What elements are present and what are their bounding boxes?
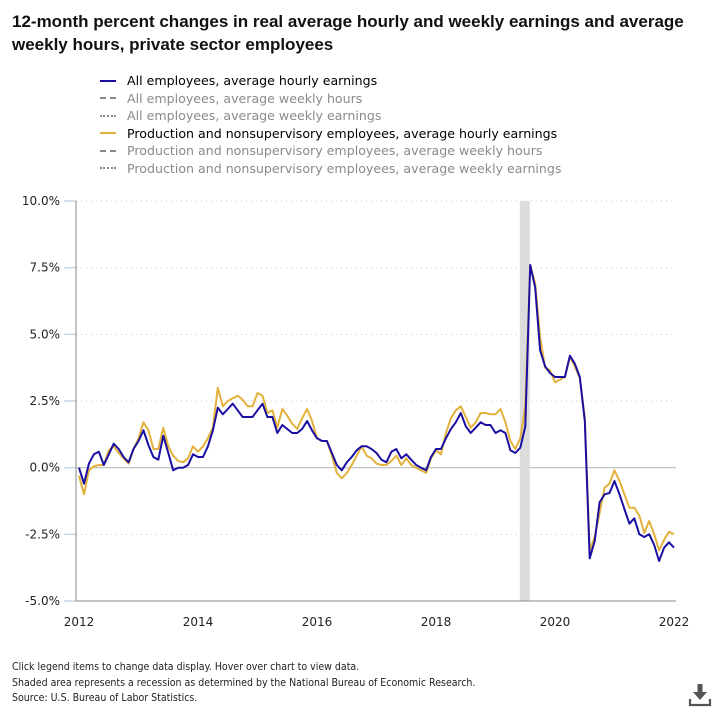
legend-label: All employees, average weekly earnings (127, 108, 382, 124)
dashed-line-icon (100, 97, 116, 100)
y-tick-label: 7.5% (30, 261, 61, 275)
legend-item[interactable]: Production and nonsupervisory employees,… (100, 142, 561, 160)
legend-label: Production and nonsupervisory employees,… (127, 143, 543, 159)
y-tick-label: 2.5% (30, 394, 61, 408)
legend-label: Production and nonsupervisory employees,… (127, 160, 562, 176)
x-tick-label: 2014 (183, 615, 214, 629)
y-tick-label: -2.5% (25, 527, 60, 541)
series-line (78, 264, 675, 562)
y-axis: 10.0% 7.5% 5.0% 2.5% 0.0% -2.5% -5.0% (22, 194, 77, 608)
note-recession: Shaded area represents a recession as de… (12, 676, 476, 689)
legend-label: Production and nonsupervisory employees,… (127, 125, 558, 141)
x-tick-label: 2016 (302, 615, 333, 629)
solid-line-icon (100, 132, 116, 135)
legend-label: All employees, average weekly hours (127, 90, 363, 106)
download-icon[interactable] (688, 683, 712, 707)
y-tick-label: 10.0% (22, 194, 60, 208)
gridlines (76, 200, 676, 535)
solid-line-icon (100, 79, 116, 82)
y-tick-label: 0.0% (30, 461, 61, 475)
y-tick-label: 5.0% (30, 327, 61, 341)
y-tick-label: -5.0% (25, 594, 60, 608)
series-line (78, 264, 675, 552)
line-chart[interactable]: 10.0% 7.5% 5.0% 2.5% 0.0% -2.5% -5.0% 2012 2014… (0, 190, 723, 650)
series-lines (78, 264, 675, 562)
chart-title: 12-month percent changes in real average… (12, 12, 684, 54)
x-tick-label: 2022 (659, 615, 690, 629)
legend: All employees, average hourly earnings Al… (100, 72, 561, 177)
legend-item[interactable]: All employees, average weekly hours (100, 90, 561, 108)
x-tick-label: 2020 (540, 615, 571, 629)
x-axis: 2012 2014 2016 2018 2020 2022 (64, 600, 690, 629)
legend-item[interactable]: All employees, average hourly earnings (100, 72, 561, 90)
note-source: Source: U.S. Bureau of Labor Statistics. (12, 692, 198, 704)
chart-notes: Click legend items to change data displa… (12, 660, 475, 707)
dotted-line-icon (100, 167, 116, 170)
x-tick-label: 2018 (421, 615, 452, 629)
legend-item[interactable]: Production and nonsupervisory employees,… (100, 125, 561, 143)
legend-label: All employees, average hourly earnings (127, 73, 378, 89)
note-interaction: Click legend items to change data displa… (12, 661, 360, 673)
legend-item[interactable]: All employees, average weekly earnings (100, 107, 561, 125)
dotted-line-icon (100, 114, 116, 117)
dashed-line-icon (100, 149, 116, 152)
legend-item[interactable]: Production and nonsupervisory employees,… (100, 160, 561, 178)
x-tick-label: 2012 (64, 615, 95, 629)
